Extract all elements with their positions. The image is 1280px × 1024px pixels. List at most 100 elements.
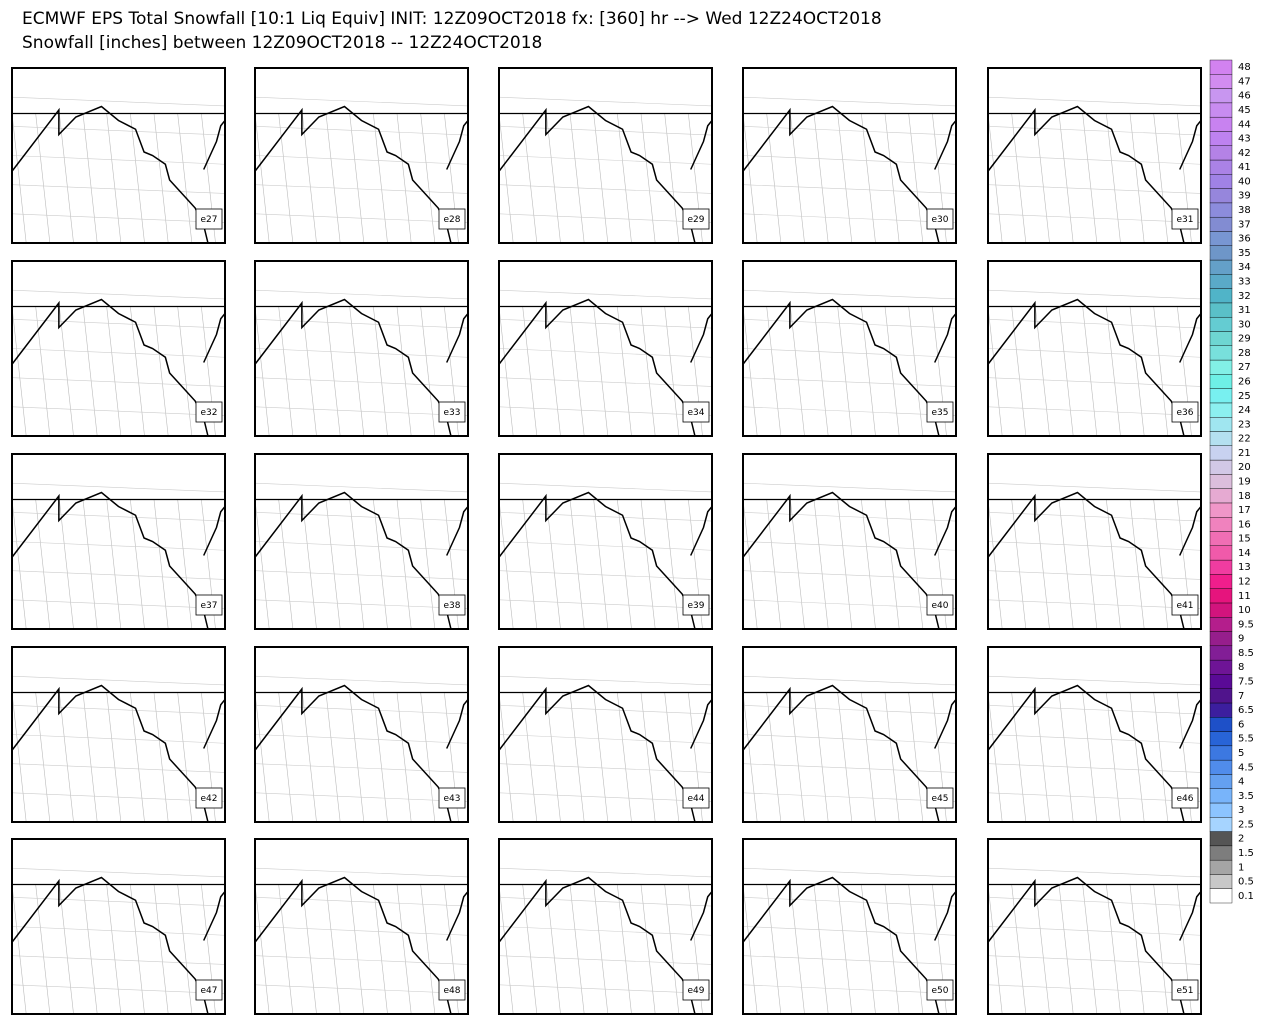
colorbar-label: 7.5 [1238,677,1254,688]
label-box [195,787,223,809]
colorbar-swatch [1209,316,1233,332]
county-line [254,406,469,416]
county-line [1129,499,1145,630]
county-line [1106,306,1121,437]
coastline [934,506,957,556]
county-line [11,306,27,437]
county-line [987,512,1202,522]
county-line [349,499,365,630]
coastline [690,313,713,363]
map-panel: e35 [742,260,957,437]
coastline [203,699,226,749]
county-line [498,96,713,107]
county-line [1011,113,1027,244]
coastline [934,699,957,749]
colorbar-label: 31 [1238,305,1251,316]
county-line [1035,306,1050,437]
county-line [987,213,1202,223]
state-border [987,491,1185,630]
county-line [1153,499,1169,630]
map-panel: e44 [498,646,713,823]
colorbar-swatch [1209,888,1233,904]
member-label: e49 [688,986,705,996]
state-border [11,298,209,437]
county-line [420,884,436,1015]
county-line [884,884,900,1015]
county-line [1035,692,1050,823]
county-line [1153,692,1169,823]
colorbar-label: 0.5 [1238,877,1254,888]
panel-frame [498,453,713,630]
colorbar-label: 5.5 [1238,734,1254,745]
coastline [934,891,957,941]
panel-frame [742,646,957,823]
label-box [195,594,223,616]
county-line [254,897,469,907]
county-line [106,113,122,244]
county-line [987,184,1202,194]
county-line [254,792,469,802]
label-box [438,401,466,423]
colorbar-label: 19 [1238,477,1251,488]
county-line [987,884,1003,1015]
colorbar-swatch [1209,459,1233,475]
label-box [926,208,954,230]
county-line [498,319,713,329]
state-border [254,876,452,1015]
county-line [177,884,193,1015]
colorbar-label: 45 [1238,105,1251,116]
county-line [254,377,469,387]
county-line [742,289,957,300]
county-line [498,599,713,609]
county-line [498,213,713,223]
county-line [987,897,1202,907]
county-line [742,884,758,1015]
county-line [987,126,1202,136]
county-line [987,406,1202,416]
coastline [690,120,713,170]
county-line [593,692,609,823]
county-line [1011,884,1027,1015]
panel-frame [498,838,713,1015]
map-panel: e28 [254,67,469,244]
colorbar-label: 40 [1238,176,1251,187]
colorbar-label: 39 [1238,191,1251,202]
coastline [690,699,713,749]
colorbar-swatch [1209,659,1233,675]
county-line [349,884,365,1015]
member-label: e38 [444,601,461,611]
county-line [742,984,957,994]
county-line [278,692,294,823]
county-line [11,705,226,715]
county-line [742,96,957,107]
county-line [546,499,561,630]
county-line [59,499,74,630]
county-line [349,306,365,437]
label-box [1171,208,1199,230]
county-line [153,692,169,823]
county-line [1035,113,1050,244]
county-line [1035,499,1050,630]
county-line [569,692,585,823]
member-label: e36 [1177,408,1194,418]
panel-frame [742,260,957,437]
county-line [11,792,226,802]
colorbar-label: 4 [1238,777,1244,788]
map-panel: e39 [498,453,713,630]
member-label: e48 [444,986,461,996]
coastline [1179,699,1202,749]
coastline [934,120,957,170]
colorbar-swatch [1209,874,1233,889]
member-label: e33 [444,408,461,418]
county-line [908,306,924,437]
colorbar-swatch [1209,116,1233,132]
county-line [617,884,632,1015]
county-line [742,482,957,493]
coastline [1179,891,1202,941]
colorbar-swatch [1209,859,1233,875]
county-line [59,113,74,244]
county-line [569,884,585,1015]
county-line [498,955,713,965]
county-line [254,499,270,630]
county-line [302,113,317,244]
